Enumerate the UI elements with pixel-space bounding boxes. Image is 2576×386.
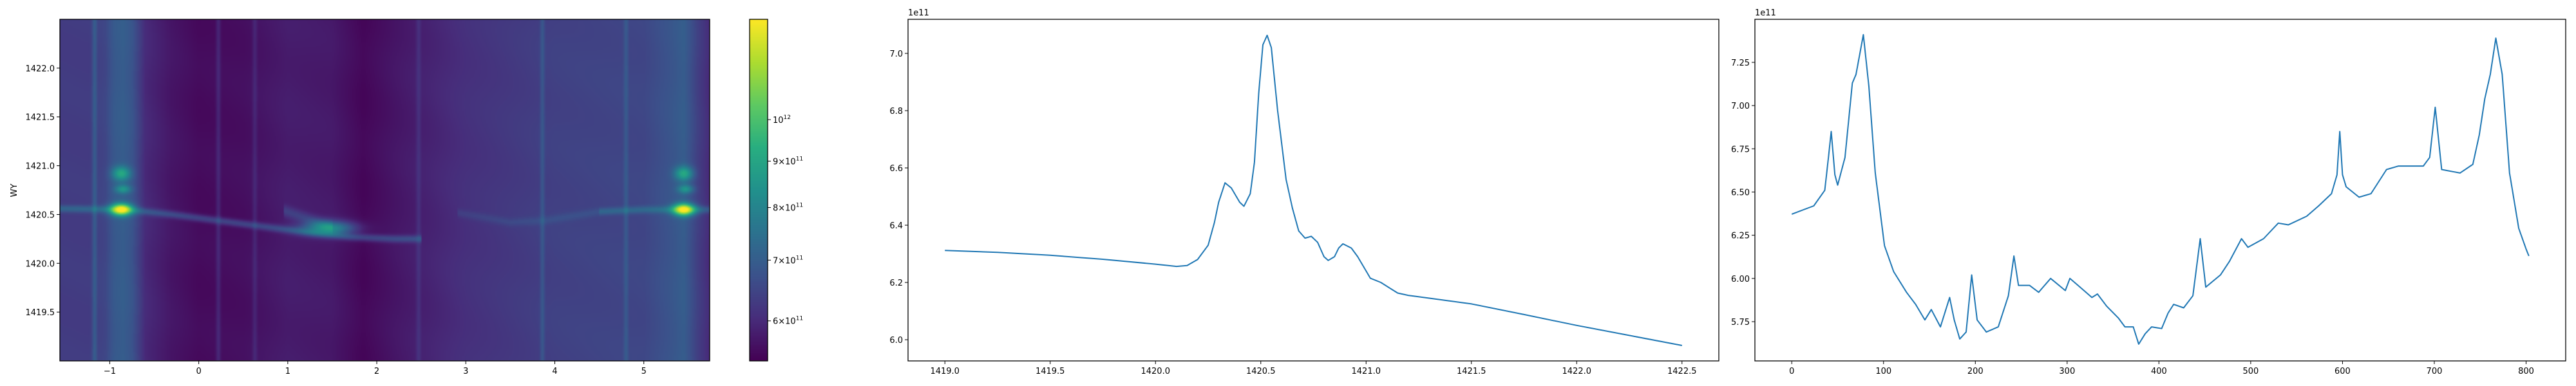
- x-tick-label: 1420.5: [1246, 367, 1276, 376]
- x-tick-label: 100: [1875, 367, 1891, 376]
- tick-base: 6×10: [773, 317, 796, 327]
- x-tick-label: −1: [104, 367, 116, 376]
- colorbar-tick-label: 7×1011: [773, 255, 803, 266]
- y-tick-label: 1421.5: [26, 113, 55, 123]
- tick-exponent: 11: [796, 156, 803, 162]
- y-tick-label: 6.75: [1731, 145, 1750, 154]
- profile-axes: 1e11 0 100 200 300 400 500 600 700 800 5.75 6.00 6.…: [1731, 8, 2566, 376]
- colorbar-tick-label: 1012: [773, 115, 791, 125]
- colorbar-tick-label: 6×1011: [773, 316, 803, 327]
- offset-text: 1e11: [1755, 8, 1776, 18]
- x-tick-label: 1422.5: [1667, 367, 1697, 376]
- x-tick-label: 1419.5: [1036, 367, 1065, 376]
- y-tick-label: 1420.5: [26, 210, 55, 220]
- heatmap-ylabel: WY: [10, 184, 19, 198]
- x-tick-label: 500: [2242, 367, 2259, 376]
- tick-base: 7×10: [773, 256, 796, 266]
- tick-base: 8×10: [773, 204, 796, 214]
- x-tick-label: 5: [641, 367, 647, 376]
- y-tick-label: 1419.5: [26, 308, 55, 318]
- y-tick-label: 6.4: [889, 221, 903, 231]
- y-tick-label: 6.6: [889, 164, 903, 174]
- y-tick-label: 6.2: [889, 279, 903, 288]
- x-tick-label: 800: [2518, 367, 2534, 376]
- series-line: [945, 34, 1682, 346]
- x-tick-label: 1: [285, 367, 290, 376]
- x-tick-label: 0: [196, 367, 201, 376]
- x-tick-label: 1421.5: [1457, 367, 1486, 376]
- x-tick-label: 3: [463, 367, 468, 376]
- x-tick-label: 600: [2334, 367, 2351, 376]
- y-tick-label: 6.8: [889, 107, 903, 116]
- heatmap-image: [60, 19, 710, 361]
- x-tick-label: 0: [1789, 367, 1794, 376]
- y-tick-label: 6.0: [889, 336, 903, 345]
- offset-text: 1e11: [908, 8, 929, 18]
- y-tick-label: 7.0: [889, 50, 903, 59]
- y-tick-label: 6.50: [1731, 188, 1750, 198]
- y-tick-label: 5.75: [1731, 318, 1750, 327]
- y-tick-label: 7.25: [1731, 59, 1750, 68]
- tick-exponent: 11: [796, 316, 803, 322]
- axes-frame: [59, 19, 710, 362]
- axes-frame: [907, 19, 1719, 362]
- y-tick-label: 1422.0: [26, 64, 55, 74]
- x-tick-label: 4: [552, 367, 557, 376]
- y-tick-label: 7.00: [1731, 102, 1750, 111]
- tick-exponent: 12: [784, 115, 791, 121]
- x-tick-label: 200: [1967, 367, 1984, 376]
- colorbar-tick-label: 9×1011: [773, 156, 803, 167]
- tick-base: 10: [773, 116, 784, 125]
- y-tick-label: 1420.0: [26, 259, 55, 269]
- tick-exponent: 11: [796, 255, 803, 261]
- x-tick-label: 1421.0: [1352, 367, 1381, 376]
- x-tick-label: 1420.0: [1141, 367, 1170, 376]
- colorbar-tick-label: 8×1011: [773, 203, 803, 214]
- colorbar-gradient: [750, 19, 768, 361]
- tick-base: 9×10: [773, 157, 796, 167]
- spectrum-axes: 1e11 1419.0 1419.5 1420.0 1420.5 1421.0 1421.…: [889, 8, 1719, 376]
- x-tick-label: 700: [2427, 367, 2443, 376]
- axes-frame: [1754, 19, 2566, 362]
- x-tick-label: 1422.0: [1562, 367, 1592, 376]
- colorbar-frame: [749, 19, 768, 362]
- y-tick-label: 1421.0: [26, 162, 55, 172]
- x-tick-label: 300: [2059, 367, 2075, 376]
- x-tick-label: 2: [374, 367, 379, 376]
- heatmap-axes: WY −1 0 1 2 3 4 5 1419.5 1420.0 1420.5 1421.0 1421.…: [10, 19, 710, 376]
- tick-exponent: 11: [796, 203, 803, 209]
- y-tick-label: 6.25: [1731, 232, 1750, 241]
- y-tick-label: 6.00: [1731, 275, 1750, 284]
- x-tick-label: 1419.0: [930, 367, 960, 376]
- series-line: [1791, 33, 2530, 345]
- x-tick-label: 400: [2151, 367, 2167, 376]
